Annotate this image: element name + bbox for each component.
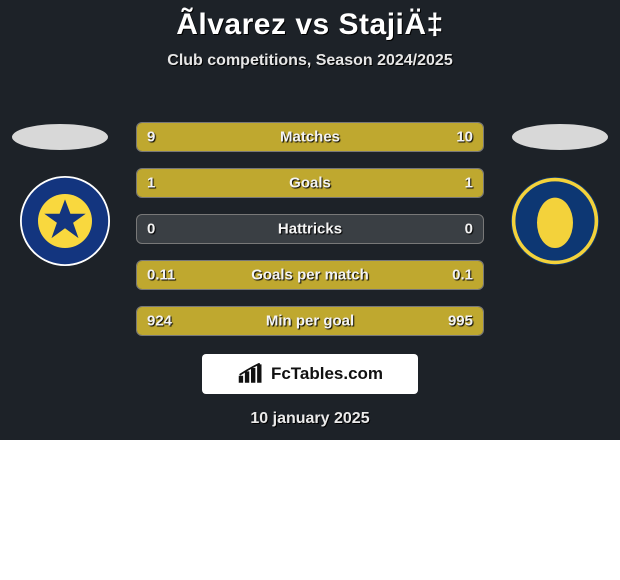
comparison-card: Ãlvarez vs StajiÄ‡ Club competitions, Se… [0,0,620,440]
stat-bar: 924995Min per goal [136,306,484,336]
branding-text: FcTables.com [271,364,383,384]
left-flag-placeholder [12,124,108,150]
chart-icon [237,363,265,385]
left-club-crest [20,176,110,266]
stat-bar: 11Goals [136,168,484,198]
stat-label: Matches [137,129,483,146]
branding-badge[interactable]: FcTables.com [202,354,418,394]
stat-label: Hattricks [137,221,483,238]
subtitle: Club competitions, Season 2024/2025 [0,52,620,70]
right-flag-placeholder [512,124,608,150]
stats-bars: 910Matches 11Goals 00Hattricks 0.110.1Goals… [136,122,484,352]
page-title: Ãlvarez vs StajiÄ‡ [0,0,620,42]
stat-label: Goals [137,175,483,192]
date-label: 10 january 2025 [0,410,620,428]
stat-label: Min per goal [137,313,483,330]
stat-label: Goals per match [137,267,483,284]
right-club-crest [510,176,600,266]
stat-bar: 910Matches [136,122,484,152]
stat-bar: 0.110.1Goals per match [136,260,484,290]
stat-bar: 00Hattricks [136,214,484,244]
